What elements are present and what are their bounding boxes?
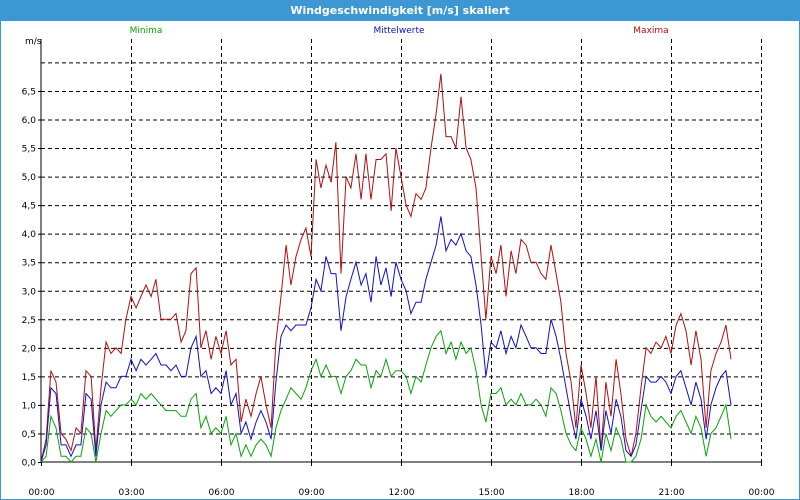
y-tick-label: 6,5: [22, 87, 36, 97]
x-tick-time: 03:00: [119, 488, 145, 498]
legend-mittelwerte: Mittelwerte: [373, 26, 424, 36]
x-tick-time: 18:00: [569, 488, 595, 498]
y-tick-label: 3,0: [22, 287, 37, 297]
x-tick-time: 06:00: [209, 488, 235, 498]
legend-maxima: Maxima: [633, 26, 668, 36]
y-axis-unit: m/s: [25, 37, 42, 47]
legend-minima: Minima: [130, 26, 163, 36]
y-tick-label: 1,5: [22, 373, 36, 383]
y-tick-label: 2,5: [22, 316, 36, 326]
x-tick-time: 00:00: [29, 488, 55, 498]
y-tick-label: 1,0: [22, 401, 37, 411]
y-tick-label: 6,0: [22, 116, 37, 126]
wind-speed-chart: 0,0 0,5 1,0 1,5 2,0 2,5 3,0 3,5 4,0 4,5 5,0 5,5 6,0 6…: [22, 26, 775, 498]
y-tick-label: 5,5: [22, 145, 36, 155]
y-tick-label: 5,0: [22, 173, 37, 183]
y-tick-label: 2,0: [22, 344, 37, 354]
series-line-mittelwerte: [40, 216, 732, 463]
chart-frame: 0,0 0,5 1,0 1,5 2,0 2,5 3,0 3,5 4,0 4,5 5,0 5,5 6,0 6…: [0, 21, 800, 500]
x-tick-time: 00:00: [749, 488, 775, 498]
y-tick-label: 4,5: [22, 202, 36, 212]
x-tick-time: 15:00: [479, 488, 505, 498]
x-tick-time: 09:00: [299, 488, 325, 498]
y-tick-label: 0,5: [22, 430, 36, 440]
y-tick-label: 4,0: [22, 230, 37, 240]
series-line-minima: [40, 329, 732, 463]
x-tick-time: 12:00: [389, 488, 415, 498]
window-title: Windgeschwindigkeit [m/s] skaliert: [0, 0, 800, 21]
y-tick-label: 0,0: [22, 459, 37, 469]
x-tick-time: 21:00: [659, 488, 685, 498]
y-tick-label: 3,5: [22, 259, 36, 269]
series-line-maxima: [40, 73, 732, 463]
